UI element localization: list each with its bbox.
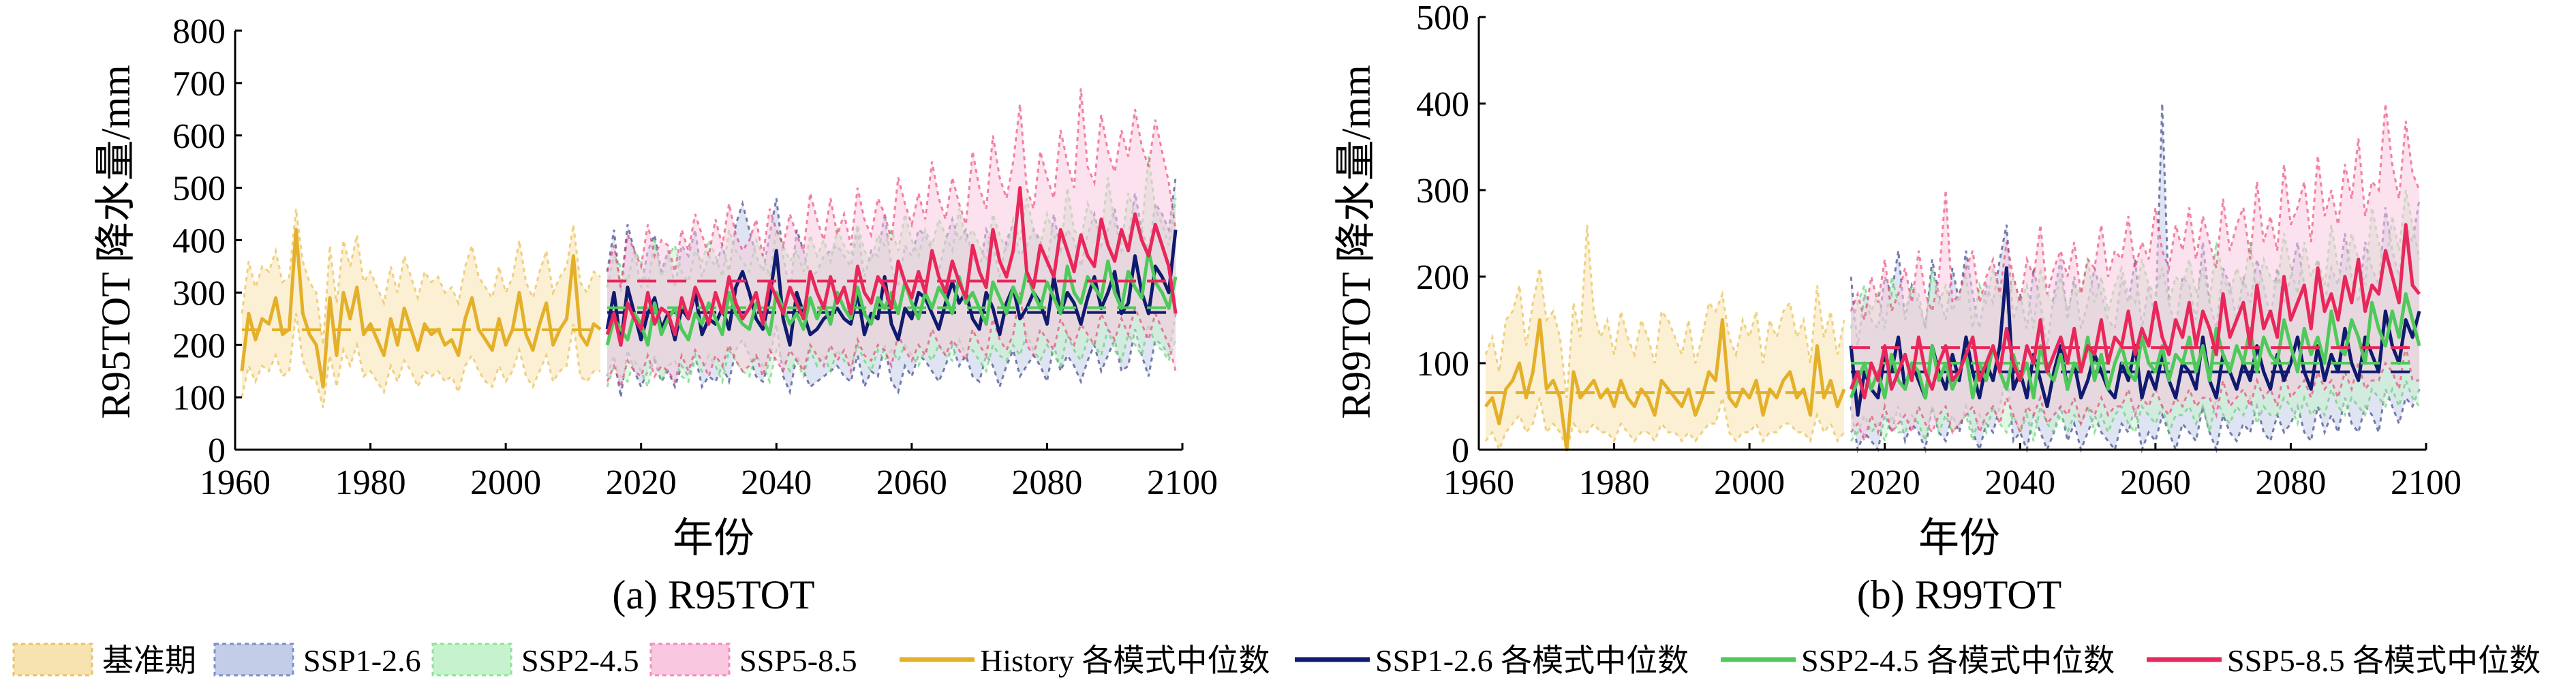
- legend-label: History 各模式中位数: [980, 643, 1270, 678]
- band-lower-edge: [606, 313, 1177, 398]
- legend-item: SSP5-8.5: [649, 643, 857, 678]
- y-tick-label: 500: [1416, 0, 1469, 37]
- median-line: [605, 229, 1178, 347]
- band-lower-edge: [1850, 345, 2420, 445]
- band-lower-edge: [1484, 397, 1845, 453]
- x-tick-label: 2020: [1850, 463, 1920, 502]
- y-tick-label: 700: [172, 65, 226, 104]
- y-tick-label: 200: [1416, 258, 1469, 297]
- range-band: [241, 208, 601, 408]
- legend-label: SSP1-2.6: [303, 643, 421, 678]
- legend-label: SSP5-8.5 各模式中位数: [2227, 643, 2541, 678]
- x-tick-label: 2040: [1984, 463, 2055, 502]
- legend: 基准期 SSP1-2.6 SSP2-4.5 SSP5-8.5 History 各模式中位…: [12, 643, 2541, 678]
- band-upper-edge: [606, 88, 1177, 288]
- y-tick-label: 0: [208, 431, 226, 470]
- panel-caption: (a) R95TOT: [612, 572, 814, 617]
- x-tick-label: 2060: [2120, 463, 2191, 502]
- x-tick-label: 2080: [2255, 463, 2326, 502]
- x-tick-label: 2040: [741, 463, 812, 502]
- legend-swatch: [649, 643, 731, 677]
- x-tick-label: 2060: [876, 463, 947, 502]
- y-tick-label: 100: [172, 379, 226, 418]
- legend-item: SSP2-4.5: [431, 643, 639, 678]
- legend-label: SSP2-4.5: [521, 643, 639, 678]
- x-axis-title: 年份: [1918, 516, 2000, 561]
- y-tick-label: 300: [1416, 172, 1469, 211]
- x-tick-label: 2020: [606, 463, 677, 502]
- band-lower-edge: [1850, 371, 2421, 454]
- x-tick-label: 1980: [1579, 463, 1650, 502]
- legend-label: SSP5-8.5: [739, 643, 857, 678]
- band-upper-edge: [1850, 103, 2421, 320]
- panel-b-axes: 0 100 200 300 400 500 1960 1980 2000 2020 2040 2060…: [1416, 0, 2462, 502]
- y-tick-label: 600: [172, 117, 226, 156]
- median-line: [240, 228, 602, 389]
- band-lower-edge: [606, 292, 1177, 391]
- median-line: [605, 186, 1178, 347]
- y-tick-label: 400: [1416, 85, 1469, 124]
- legend-item: SSP5-8.5 各模式中位数: [2147, 643, 2541, 678]
- y-tick-label: 400: [172, 222, 226, 261]
- y-tick-label: 200: [172, 326, 226, 365]
- panel-r99tot: 0 100 200 300 400 500 1960 1980 2000 2020 2040 2060…: [1334, 0, 2462, 617]
- panel-r95tot: 0 100 200 300 400 500 600 700 800 1960 1980 2000 202…: [93, 12, 1218, 617]
- y-tick-label: 300: [172, 274, 226, 313]
- legend-item: SSP1-2.6 各模式中位数: [1295, 643, 1689, 678]
- median-line: [1484, 318, 1846, 452]
- legend-label: SSP2-4.5 各模式中位数: [1801, 643, 2115, 678]
- x-axis-title: 年份: [673, 516, 754, 561]
- x-tick-label: 2100: [2391, 463, 2462, 502]
- band-lower-edge: [1850, 377, 2421, 446]
- panel-caption: (b) R99TOT: [1857, 572, 2062, 617]
- legend-swatch: [12, 643, 93, 677]
- x-tick-label: 2000: [1714, 463, 1785, 502]
- legend-swatch: [213, 643, 294, 677]
- x-tick-label: 2080: [1011, 463, 1082, 502]
- y-tick-label: 100: [1416, 345, 1469, 384]
- median-line: [605, 249, 1178, 347]
- x-tick-label: 1960: [1443, 463, 1514, 502]
- legend-item: 基准期: [12, 643, 196, 678]
- panel-a-marks: [240, 88, 1178, 408]
- median-line: [1849, 223, 2421, 400]
- legend-item: History 各模式中位数: [900, 643, 1270, 678]
- legend-item: SSP2-4.5 各模式中位数: [1721, 643, 2115, 678]
- x-tick-label: 1980: [335, 463, 406, 502]
- legend-swatch: [431, 643, 512, 677]
- band-upper-edge: [1484, 224, 1845, 398]
- y-tick-label: 800: [172, 12, 226, 51]
- y-axis-title: R99TOT 降水量/mm: [1334, 65, 1379, 419]
- y-tick-label: 500: [172, 170, 226, 208]
- legend-item: SSP1-2.6: [213, 643, 421, 678]
- legend-label: 基准期: [102, 643, 196, 678]
- range-band: [1485, 224, 1845, 450]
- legend-label: SSP1-2.6 各模式中位数: [1375, 643, 1689, 678]
- panel-a-axes: 0 100 200 300 400 500 600 700 800 1960 1980 2000 202…: [172, 12, 1218, 502]
- x-tick-label: 2100: [1147, 463, 1218, 502]
- y-tick-label: 0: [1452, 431, 1469, 470]
- y-axis-title: R95TOT 降水量/mm: [93, 65, 138, 419]
- x-tick-label: 2000: [470, 463, 541, 502]
- x-tick-label: 1960: [200, 463, 271, 502]
- panel-b-marks: [1484, 103, 2421, 454]
